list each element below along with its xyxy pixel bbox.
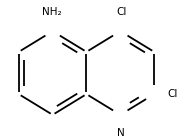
Text: N: N (117, 128, 125, 138)
Text: NH₂: NH₂ (42, 7, 61, 17)
Text: Cl: Cl (167, 89, 178, 99)
Text: Cl: Cl (116, 7, 127, 17)
